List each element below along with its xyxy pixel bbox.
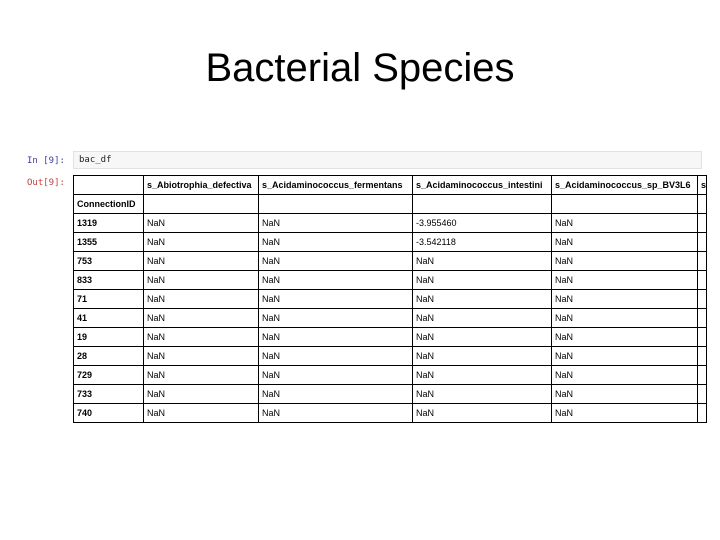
table-cell: NaN <box>258 213 413 233</box>
row-index: 71 <box>73 289 144 309</box>
row-index: 733 <box>73 384 144 404</box>
table-cell: NaN <box>258 365 413 385</box>
table-cell: NaN <box>412 346 552 366</box>
table-cell: NaN <box>258 384 413 404</box>
table-cell: NaN <box>143 327 259 347</box>
table-cell: NaN <box>551 270 698 290</box>
row-index: 833 <box>73 270 144 290</box>
row-index: 753 <box>73 251 144 271</box>
column-header-row: s_Abiotrophia_defectiva s_Acidaminococcu… <box>73 175 708 195</box>
column-header: s_Acidaminococcus_sp_BV3L6 <box>551 175 698 195</box>
table-row: 729 NaN NaN NaN NaN <box>73 365 708 385</box>
row-index: 1355 <box>73 232 144 252</box>
table-cell: NaN <box>143 384 259 404</box>
table-cell: NaN <box>143 251 259 271</box>
table-row: 41 NaN NaN NaN NaN <box>73 308 708 328</box>
table-cell: NaN <box>551 251 698 271</box>
table-cell: NaN <box>143 346 259 366</box>
table-cell: NaN <box>258 232 413 252</box>
row-index: 19 <box>73 327 144 347</box>
table-cell-cutoff <box>696 270 708 290</box>
table-cell: NaN <box>412 270 552 290</box>
table-cell: NaN <box>551 232 698 252</box>
table-cell: NaN <box>143 289 259 309</box>
table-cell: NaN <box>143 232 259 252</box>
table-cell-cutoff <box>696 213 708 233</box>
column-header-cutoff: s <box>696 175 708 195</box>
table-cell: NaN <box>143 213 259 233</box>
table-cell: -3.955460 <box>412 213 552 233</box>
row-index: 729 <box>73 365 144 385</box>
table-cell-cutoff <box>696 251 708 271</box>
index-name-row: ConnectionID <box>73 194 708 214</box>
table-cell: NaN <box>258 346 413 366</box>
column-header-blank <box>73 175 144 195</box>
table-cell-cutoff <box>696 327 708 347</box>
table-cell: NaN <box>143 403 259 423</box>
table-cell-cutoff <box>696 403 708 423</box>
table-cell: NaN <box>551 346 698 366</box>
table-cell: NaN <box>412 308 552 328</box>
table-cell: NaN <box>143 270 259 290</box>
table-cell: NaN <box>258 251 413 271</box>
table-cell: NaN <box>258 289 413 309</box>
table-cell: -3.542118 <box>412 232 552 252</box>
table-cell: NaN <box>412 289 552 309</box>
table-cell: NaN <box>258 308 413 328</box>
table-row: 1355 NaN NaN -3.542118 NaN <box>73 232 708 252</box>
table-cell-cutoff <box>696 232 708 252</box>
table-row: 753 NaN NaN NaN NaN <box>73 251 708 271</box>
input-prompt: In [9]: <box>27 156 65 166</box>
table-cell: NaN <box>412 384 552 404</box>
index-name: ConnectionID <box>73 194 144 214</box>
slide-title: Bacterial Species <box>205 46 515 90</box>
table-row: 1319 NaN NaN -3.955460 NaN <box>73 213 708 233</box>
code-text: bac_df <box>79 155 112 165</box>
column-header: s_Abiotrophia_defectiva <box>143 175 259 195</box>
table-cell-cutoff <box>696 289 708 309</box>
table-cell-cutoff <box>696 384 708 404</box>
table-row: 740 NaN NaN NaN NaN <box>73 403 708 423</box>
table-cell: NaN <box>412 365 552 385</box>
table-cell: NaN <box>551 365 698 385</box>
table-cell-cutoff <box>696 308 708 328</box>
row-index: 740 <box>73 403 144 423</box>
table-row: 71 NaN NaN NaN NaN <box>73 289 708 309</box>
table-row: 28 NaN NaN NaN NaN <box>73 346 708 366</box>
table-cell: NaN <box>412 403 552 423</box>
table-row: 833 NaN NaN NaN NaN <box>73 270 708 290</box>
table-row: 19 NaN NaN NaN NaN <box>73 327 708 347</box>
table-cell: NaN <box>551 289 698 309</box>
table-cell: NaN <box>551 308 698 328</box>
table-cell: NaN <box>258 403 413 423</box>
row-index: 28 <box>73 346 144 366</box>
output-prompt: Out[9]: <box>27 178 65 188</box>
code-cell[interactable]: bac_df <box>73 151 702 169</box>
table-cell-cutoff <box>696 365 708 385</box>
table-cell: NaN <box>551 213 698 233</box>
table-cell: NaN <box>551 384 698 404</box>
table-row: 733 NaN NaN NaN NaN <box>73 384 708 404</box>
column-header: s_Acidaminococcus_fermentans <box>258 175 413 195</box>
row-index: 1319 <box>73 213 144 233</box>
row-index: 41 <box>73 308 144 328</box>
table-cell: NaN <box>258 327 413 347</box>
table-cell-cutoff <box>696 346 708 366</box>
table-cell: NaN <box>412 251 552 271</box>
column-header: s_Acidaminococcus_intestini <box>412 175 552 195</box>
table-cell: NaN <box>143 308 259 328</box>
dataframe-table: s_Abiotrophia_defectiva s_Acidaminococcu… <box>73 175 708 423</box>
table-cell: NaN <box>258 270 413 290</box>
table-cell: NaN <box>551 327 698 347</box>
table-cell: NaN <box>551 403 698 423</box>
table-cell: NaN <box>143 365 259 385</box>
table-cell: NaN <box>412 327 552 347</box>
